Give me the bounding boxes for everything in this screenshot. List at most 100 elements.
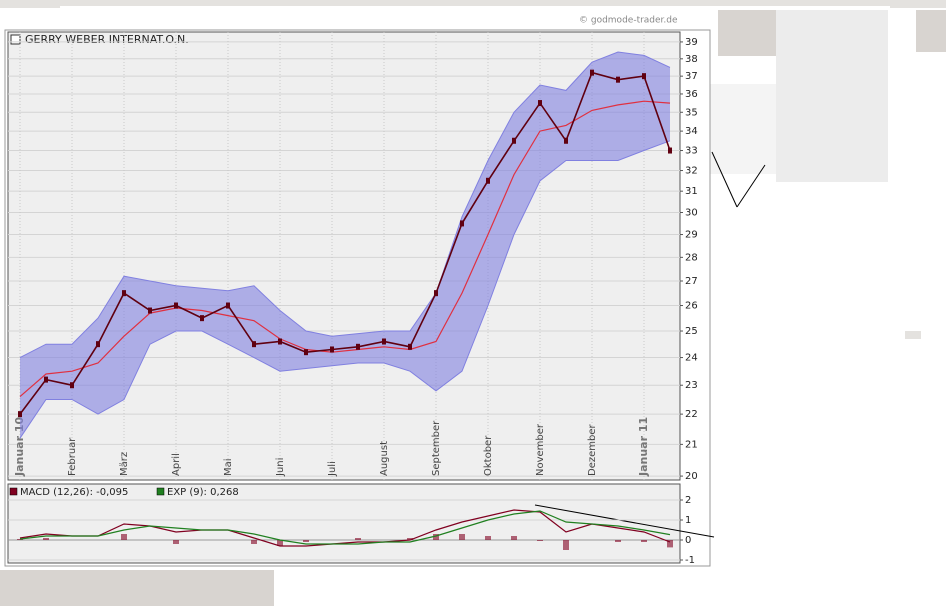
chart-title: GERRY WEBER INTERNAT.O.N. xyxy=(25,33,189,46)
x-tick-label: März xyxy=(119,452,130,476)
x-tick-label: Januar 11 xyxy=(637,417,650,477)
x-tick-label: Juni xyxy=(275,458,286,477)
pasted-panel xyxy=(776,10,888,182)
source: © godmode-trader.de xyxy=(579,16,678,26)
histogram-bar xyxy=(537,540,543,541)
histogram-bar xyxy=(433,534,439,540)
price-marker xyxy=(642,73,646,80)
top-strip xyxy=(0,0,946,8)
price-marker xyxy=(122,290,126,297)
histogram-bar xyxy=(485,536,491,540)
price-marker xyxy=(434,290,438,297)
histogram-bar xyxy=(17,539,23,540)
x-tick-label: Februar xyxy=(67,437,78,476)
moving-average xyxy=(19,100,671,398)
price-marker xyxy=(148,307,152,314)
y-tick-label: 23 xyxy=(685,380,698,391)
price-marker xyxy=(564,137,568,144)
price-marker xyxy=(460,220,464,227)
gray-block xyxy=(905,331,921,339)
price-marker xyxy=(18,411,22,418)
y-tick-label: 32 xyxy=(685,166,698,177)
y-tick-label: 0 xyxy=(685,535,691,546)
trend-line xyxy=(534,504,715,538)
y-tick-label: 35 xyxy=(685,107,698,118)
price-marker xyxy=(512,137,516,144)
price-marker xyxy=(330,346,334,353)
price-marker xyxy=(356,343,360,350)
legend-swatch xyxy=(9,487,18,496)
price-marker xyxy=(408,343,412,350)
histogram-bar xyxy=(121,534,127,540)
y-tick-label: 34 xyxy=(685,126,698,137)
histogram-bar xyxy=(641,540,647,542)
y-tick-label: 29 xyxy=(685,230,698,241)
arrow xyxy=(711,151,738,208)
macd-line xyxy=(19,510,671,545)
price-marker xyxy=(70,382,74,389)
price-marker xyxy=(486,177,490,184)
x-tick-label: Mai xyxy=(223,458,234,476)
price-marker xyxy=(278,338,282,345)
price-marker xyxy=(304,349,308,356)
x-tick-label: August xyxy=(379,441,390,476)
price-marker xyxy=(538,100,542,107)
price-marker xyxy=(668,147,672,154)
x-tick-label: Dezember xyxy=(587,424,598,476)
price-marker xyxy=(252,341,256,348)
legend-label: MACD (12,26): -0,095 xyxy=(20,487,128,498)
y-tick-label: 38 xyxy=(685,54,698,65)
histogram-bar xyxy=(277,540,283,546)
y-tick-label: 2 xyxy=(685,495,691,506)
histogram-bar xyxy=(667,540,673,548)
band-edge xyxy=(19,140,671,439)
histogram-bar xyxy=(173,540,179,544)
y-tick-label: 31 xyxy=(685,186,698,197)
y-tick-label: 36 xyxy=(685,89,698,100)
histogram-bar xyxy=(43,538,49,540)
y-tick-label: 30 xyxy=(685,207,698,218)
price-marker xyxy=(200,315,204,322)
histogram-bar xyxy=(303,540,309,542)
y-tick-label: 21 xyxy=(685,439,698,450)
price-marker xyxy=(44,376,48,383)
y-tick-label: -1 xyxy=(685,555,695,566)
x-tick-label: November xyxy=(535,423,546,476)
histogram-bar xyxy=(407,538,413,540)
y-tick-label: 22 xyxy=(685,409,698,420)
macd-line xyxy=(19,509,671,547)
y-tick-label: 27 xyxy=(685,276,698,287)
y-tick-label: 39 xyxy=(685,37,698,48)
y-tick-label: 25 xyxy=(685,326,698,337)
price-marker xyxy=(382,338,386,345)
gray-block xyxy=(0,570,274,606)
x-tick-label: April xyxy=(171,453,182,476)
gray-block xyxy=(916,10,946,52)
x-tick-label: Oktober xyxy=(483,435,494,476)
legend-label: EXP (9): 0,268 xyxy=(167,487,239,498)
histogram-bar xyxy=(459,534,465,540)
price-marker xyxy=(226,302,230,309)
y-tick-label: 20 xyxy=(685,471,698,482)
y-tick-label: 24 xyxy=(685,353,698,364)
price-marker xyxy=(174,302,178,309)
arrow xyxy=(736,164,766,208)
band-edge xyxy=(19,51,671,359)
gray-block xyxy=(718,10,776,56)
x-tick-label: September xyxy=(431,420,442,476)
top-gap xyxy=(60,6,890,12)
price-marker xyxy=(616,76,620,83)
bollinger-band xyxy=(20,52,670,439)
y-tick-label: 33 xyxy=(685,146,698,157)
y-tick-label: 37 xyxy=(685,71,698,82)
y-tick-label: 26 xyxy=(685,301,698,312)
y-tick-label: 28 xyxy=(685,252,698,263)
title-box xyxy=(10,34,21,45)
histogram-bar xyxy=(511,536,517,540)
histogram-bar xyxy=(615,540,621,542)
histogram-bar xyxy=(563,540,569,550)
histogram-bar xyxy=(251,540,257,544)
price-line xyxy=(19,71,671,415)
price-marker xyxy=(590,69,594,76)
